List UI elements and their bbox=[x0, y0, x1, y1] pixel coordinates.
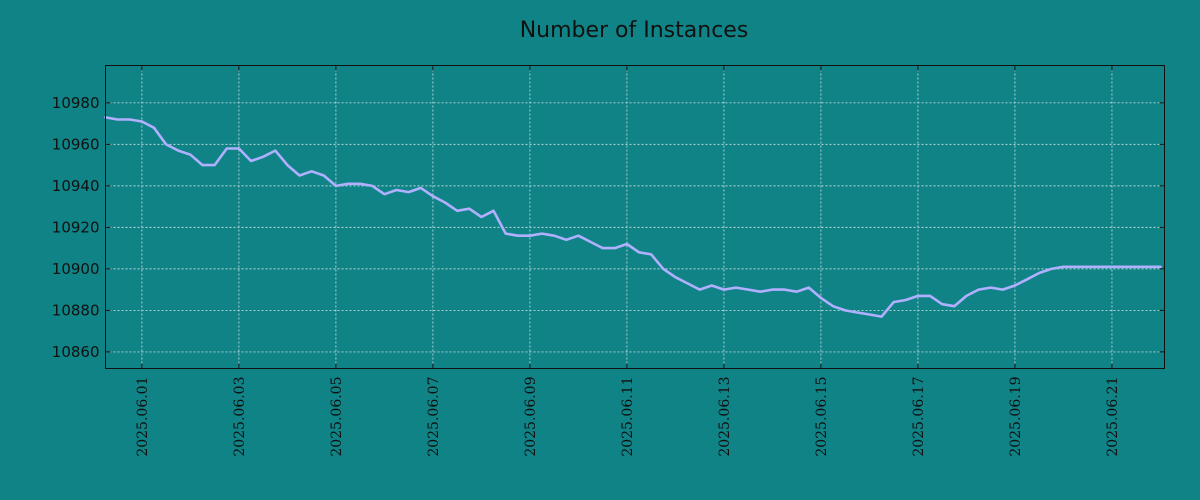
y-tick-label: 10860 bbox=[52, 343, 100, 361]
y-tick-label: 10980 bbox=[52, 94, 100, 112]
series-line-0 bbox=[104, 116, 1162, 318]
axis-layer: 10860 10880 10900 10920 10940 10960 10980 2025.… bbox=[52, 65, 1165, 457]
y-tick-label: 10960 bbox=[52, 135, 100, 153]
x-tick-label: 2025.06.05 bbox=[329, 377, 345, 457]
series-layer bbox=[104, 116, 1162, 318]
x-tick-label: 2025.06.21 bbox=[1105, 377, 1121, 457]
x-tick-label: 2025.06.09 bbox=[523, 377, 539, 457]
x-tick-label: 2025.06.11 bbox=[620, 377, 636, 457]
plot-frame bbox=[105, 65, 1165, 369]
x-tick-label: 2025.06.01 bbox=[135, 377, 151, 457]
grid-layer bbox=[105, 65, 1165, 369]
x-tick-label: 2025.06.13 bbox=[717, 377, 733, 457]
chart-title: Number of Instances bbox=[520, 18, 749, 43]
x-tick-label: 2025.06.07 bbox=[426, 377, 442, 457]
y-tick-label: 10940 bbox=[52, 177, 100, 195]
x-tick-label: 2025.06.03 bbox=[232, 377, 248, 457]
x-tick-label: 2025.06.17 bbox=[911, 377, 927, 457]
y-tick-label: 10920 bbox=[52, 218, 100, 236]
x-tick-label: 2025.06.15 bbox=[814, 377, 830, 457]
y-tick-label: 10880 bbox=[52, 301, 100, 319]
y-tick-label: 10900 bbox=[52, 260, 100, 278]
x-tick-label: 2025.06.19 bbox=[1008, 377, 1024, 457]
